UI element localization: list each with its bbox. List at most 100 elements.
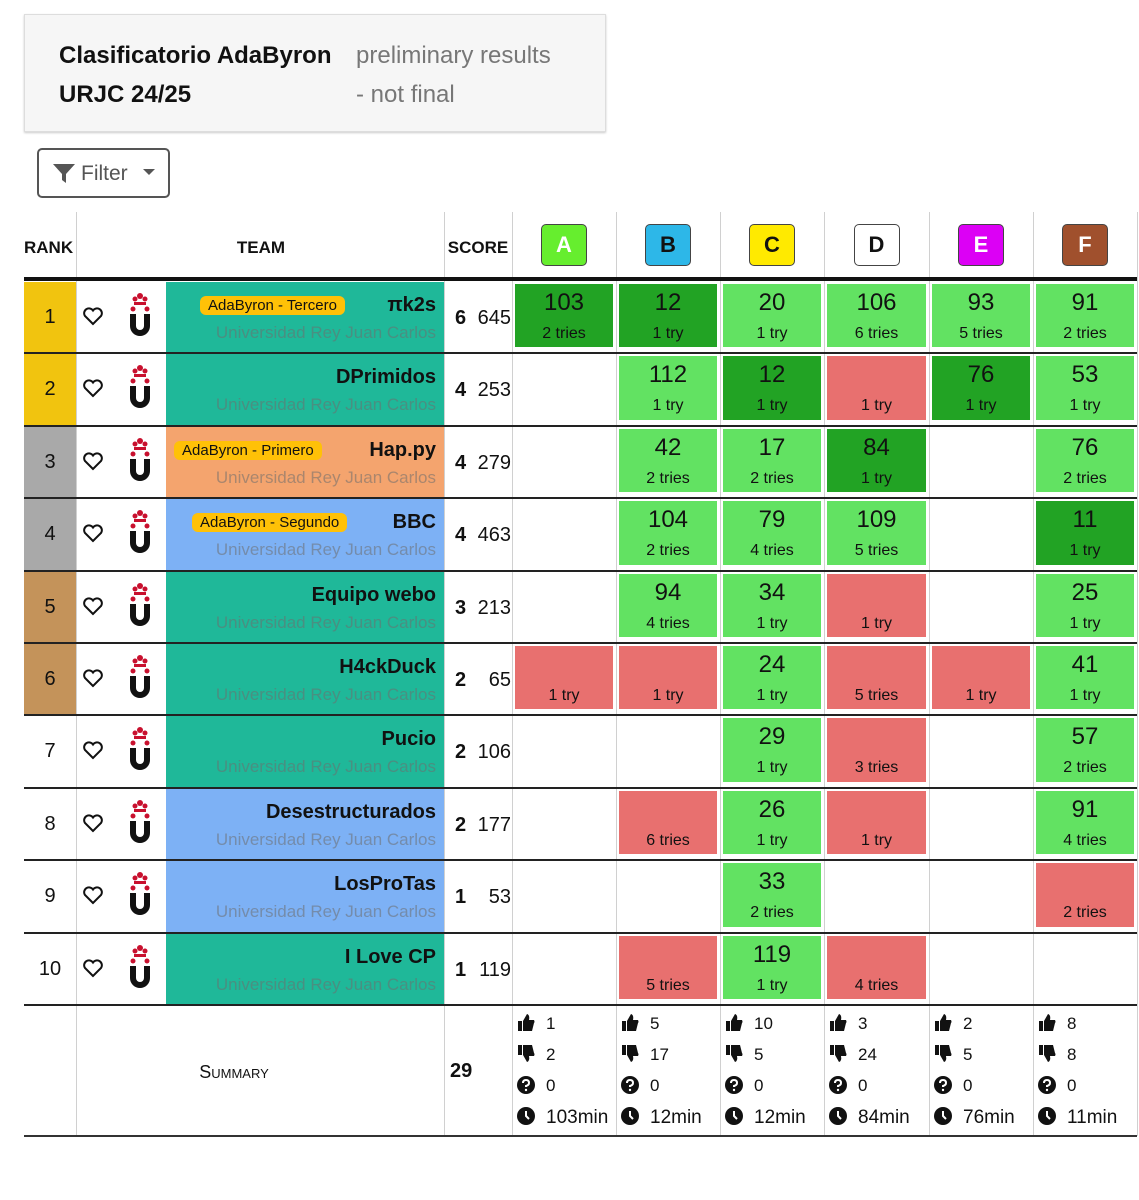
favorite-heart[interactable] xyxy=(83,452,383,602)
summary-first: 12min xyxy=(650,1107,702,1128)
problem-cell: 57 2 tries xyxy=(1036,718,1134,782)
summary-first: 84min xyxy=(858,1107,910,1128)
problem-badge[interactable]: F xyxy=(1062,224,1108,266)
problem-cell: 91 2 tries xyxy=(1036,284,1134,348)
summary-accepted: 5 xyxy=(650,1014,660,1033)
column-divider xyxy=(1137,212,1138,1136)
tries: 4 tries xyxy=(854,976,899,994)
row-rule xyxy=(24,424,1137,427)
time: 25 xyxy=(1071,578,1099,606)
tries: 2 tries xyxy=(646,469,690,487)
summary-accepted: 10 xyxy=(754,1014,773,1033)
filter-label: Filter xyxy=(81,162,128,185)
subtitle: URJC 24/25 xyxy=(59,81,192,108)
time: 103 xyxy=(543,289,585,316)
tries: 6 tries xyxy=(646,831,690,849)
university-logo xyxy=(130,582,150,626)
category-badge: AdaByron - Tercero xyxy=(200,296,345,315)
problem-cell: 12 1 try xyxy=(723,356,821,420)
favorite-heart[interactable] xyxy=(83,886,383,1036)
rank-cell xyxy=(24,426,76,498)
summary-first: 11min xyxy=(1067,1107,1118,1128)
row-rule xyxy=(24,569,1137,572)
problem-badge[interactable]: D xyxy=(853,224,900,266)
caret xyxy=(143,169,155,175)
summary-icon xyxy=(830,1045,847,1062)
penalty: 65 xyxy=(488,669,511,691)
favorite-heart[interactable] xyxy=(83,524,383,674)
time: 53 xyxy=(1071,361,1099,389)
tries: 1 try xyxy=(756,687,788,704)
summary-icon xyxy=(829,1107,847,1125)
favorite-heart[interactable] xyxy=(83,959,383,1109)
time: 94 xyxy=(654,578,682,606)
university-logo xyxy=(130,365,150,409)
problem-badge[interactable]: E xyxy=(958,224,1004,266)
rank: 10 xyxy=(38,957,62,980)
penalty: 53 xyxy=(488,886,511,909)
column-divider xyxy=(444,212,445,1136)
summary-rejected: 24 xyxy=(858,1045,877,1064)
tries: 2 tries xyxy=(750,469,794,487)
tries: 5 tries xyxy=(854,687,899,704)
university: Universidad Rey Juan Carlos xyxy=(215,974,436,994)
summary-icon xyxy=(1039,1014,1056,1031)
team-cell xyxy=(166,354,444,425)
university: Universidad Rey Juan Carlos xyxy=(215,395,436,415)
solved: 4 xyxy=(455,451,467,474)
tries: 1 try xyxy=(756,325,788,342)
favorite-heart[interactable] xyxy=(83,814,383,964)
favorite-heart[interactable] xyxy=(83,741,383,891)
tries: 4 tries xyxy=(750,542,794,560)
time: 84 xyxy=(863,433,890,461)
row-rule xyxy=(24,497,1137,500)
problem-cell: 33 2 tries xyxy=(723,863,821,927)
tries: 1 try xyxy=(1069,614,1101,632)
problem-badge[interactable]: C xyxy=(749,224,795,266)
problem-badge[interactable]: B xyxy=(645,224,691,266)
favorite-heart[interactable] xyxy=(83,597,383,747)
summary-pending: 0 xyxy=(1067,1076,1077,1095)
row-rule xyxy=(24,859,1137,862)
problem-cell: 4 tries xyxy=(827,935,926,999)
tries: 2 tries xyxy=(1063,469,1107,487)
problem-badge[interactable]: A xyxy=(541,224,587,266)
favorite-heart[interactable] xyxy=(83,669,383,819)
rank: 6 xyxy=(44,668,56,690)
time: 104 xyxy=(647,506,689,534)
score-header: SCORE xyxy=(447,238,509,257)
penalty: 279 xyxy=(477,451,511,474)
favorite-heart[interactable] xyxy=(83,307,383,457)
summary-icon xyxy=(725,1107,743,1125)
tries: 1 try xyxy=(652,687,684,704)
university-logo xyxy=(130,799,150,843)
time: 106 xyxy=(856,289,897,316)
time: 41 xyxy=(1071,651,1099,678)
problem-cell: 1 try xyxy=(932,646,1030,710)
summary-icon xyxy=(934,1076,952,1094)
rank: 7 xyxy=(44,740,56,763)
university-logo xyxy=(130,872,150,916)
column-divider xyxy=(720,212,721,1136)
header-rule xyxy=(24,277,1137,281)
time: 91 xyxy=(1071,289,1099,316)
problem-cell: 24 1 try xyxy=(723,646,821,710)
summary-first: 103min xyxy=(546,1107,609,1128)
summary-icon xyxy=(725,1076,743,1094)
rank-cell xyxy=(24,716,76,787)
filter-button[interactable]: Filter xyxy=(37,148,170,198)
tries: 1 try xyxy=(756,614,788,632)
tries: 2 tries xyxy=(1063,325,1107,342)
rank: 1 xyxy=(44,306,56,328)
favorite-heart[interactable] xyxy=(83,379,383,529)
university-logo xyxy=(130,510,150,554)
time: 57 xyxy=(1071,723,1099,751)
tries: 1 try xyxy=(965,397,997,415)
penalty: 645 xyxy=(477,307,511,329)
time: 109 xyxy=(856,506,897,534)
solved: 2 xyxy=(455,669,467,691)
rank-cell xyxy=(24,282,76,353)
university-logo xyxy=(130,944,150,988)
rank-header: RANK xyxy=(24,238,74,257)
time: 91 xyxy=(1071,795,1099,823)
